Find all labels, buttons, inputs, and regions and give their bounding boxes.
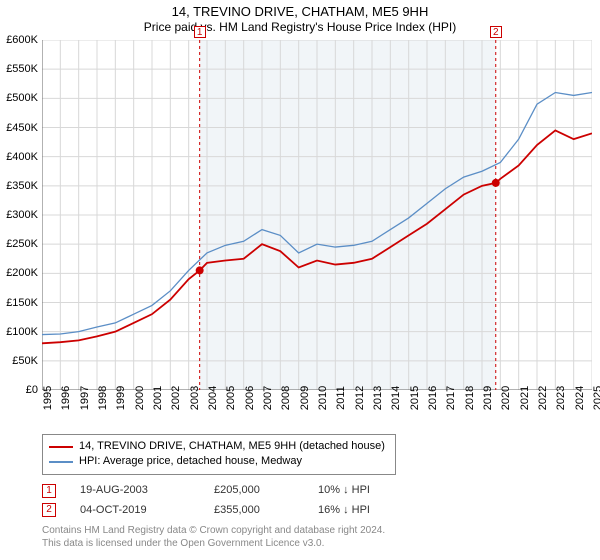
- y-axis-label: £450K: [0, 122, 38, 134]
- x-axis-label: 2023: [555, 386, 567, 410]
- x-axis-label: 1996: [60, 386, 72, 410]
- x-axis-label: 2001: [152, 386, 164, 410]
- page-subtitle: Price paid vs. HM Land Registry's House …: [0, 20, 600, 34]
- sale-delta: 10% ↓ HPI: [318, 481, 370, 501]
- x-axis-label: 2017: [445, 386, 457, 410]
- x-axis-label: 2018: [464, 386, 476, 410]
- x-axis-label: 2024: [574, 386, 586, 410]
- sale-delta: 16% ↓ HPI: [318, 501, 370, 521]
- x-axis-label: 2008: [280, 386, 292, 410]
- y-axis-label: £250K: [0, 238, 38, 250]
- x-axis-label: 2006: [244, 386, 256, 410]
- x-axis-label: 2025: [592, 386, 600, 410]
- x-axis-label: 2020: [500, 386, 512, 410]
- y-axis-label: £0: [0, 384, 38, 396]
- price-chart: £0£50K£100K£150K£200K£250K£300K£350K£400…: [42, 40, 592, 390]
- x-axis-label: 2019: [482, 386, 494, 410]
- x-axis-label: 1995: [42, 386, 54, 410]
- y-axis-label: £600K: [0, 34, 38, 46]
- legend-label: HPI: Average price, detached house, Medw…: [79, 454, 302, 469]
- sale-date: 04-OCT-2019: [80, 501, 190, 521]
- x-axis-label: 1997: [79, 386, 91, 410]
- sale-marker-ref: 1: [42, 484, 56, 498]
- legend: 14, TREVINO DRIVE, CHATHAM, ME5 9HH (det…: [42, 434, 396, 475]
- sale-marker-2: 2: [490, 26, 502, 38]
- page-title: 14, TREVINO DRIVE, CHATHAM, ME5 9HH: [0, 4, 600, 19]
- x-axis-label: 2003: [189, 386, 201, 410]
- footer-line-2: This data is licensed under the Open Gov…: [42, 537, 600, 550]
- chart-svg: [42, 40, 592, 390]
- x-axis-label: 2014: [390, 386, 402, 410]
- y-axis-label: £150K: [0, 297, 38, 309]
- y-axis-label: £200K: [0, 267, 38, 279]
- y-axis-label: £550K: [0, 63, 38, 75]
- sale-row: 1 19-AUG-2003 £205,000 10% ↓ HPI: [42, 481, 600, 501]
- sale-price: £355,000: [214, 501, 294, 521]
- y-axis-label: £350K: [0, 180, 38, 192]
- title-block: 14, TREVINO DRIVE, CHATHAM, ME5 9HH Pric…: [0, 0, 600, 34]
- x-axis-label: 1998: [97, 386, 109, 410]
- legend-item: 14, TREVINO DRIVE, CHATHAM, ME5 9HH (det…: [49, 439, 389, 454]
- x-axis-label: 2011: [335, 386, 347, 410]
- x-axis-label: 2021: [519, 386, 531, 410]
- x-axis-label: 2022: [537, 386, 549, 410]
- footer-attribution: Contains HM Land Registry data © Crown c…: [42, 524, 600, 550]
- legend-item: HPI: Average price, detached house, Medw…: [49, 454, 389, 469]
- y-axis-label: £400K: [0, 151, 38, 163]
- y-axis-label: £500K: [0, 92, 38, 104]
- x-axis-label: 2000: [134, 386, 146, 410]
- x-axis-label: 2009: [299, 386, 311, 410]
- x-axis-label: 1999: [115, 386, 127, 410]
- sale-marker-ref: 2: [42, 503, 56, 517]
- y-axis-label: £300K: [0, 209, 38, 221]
- sale-price: £205,000: [214, 481, 294, 501]
- x-axis-label: 2007: [262, 386, 274, 410]
- x-axis-label: 2013: [372, 386, 384, 410]
- legend-label: 14, TREVINO DRIVE, CHATHAM, ME5 9HH (det…: [79, 439, 385, 454]
- x-axis-label: 2002: [170, 386, 182, 410]
- x-axis-label: 2010: [317, 386, 329, 410]
- sale-row: 2 04-OCT-2019 £355,000 16% ↓ HPI: [42, 501, 600, 521]
- y-axis-label: £100K: [0, 326, 38, 338]
- x-axis-label: 2004: [207, 386, 219, 410]
- y-axis-label: £50K: [0, 355, 38, 367]
- x-axis-label: 2015: [409, 386, 421, 410]
- legend-swatch: [49, 446, 73, 448]
- sales-table: 1 19-AUG-2003 £205,000 10% ↓ HPI 2 04-OCT-201…: [42, 481, 600, 521]
- footer-line-1: Contains HM Land Registry data © Crown c…: [42, 524, 600, 537]
- sale-date: 19-AUG-2003: [80, 481, 190, 501]
- sale-marker-1: 1: [194, 26, 206, 38]
- x-axis-label: 2012: [354, 386, 366, 410]
- legend-swatch: [49, 461, 73, 463]
- x-axis-label: 2005: [225, 386, 237, 410]
- x-axis-label: 2016: [427, 386, 439, 410]
